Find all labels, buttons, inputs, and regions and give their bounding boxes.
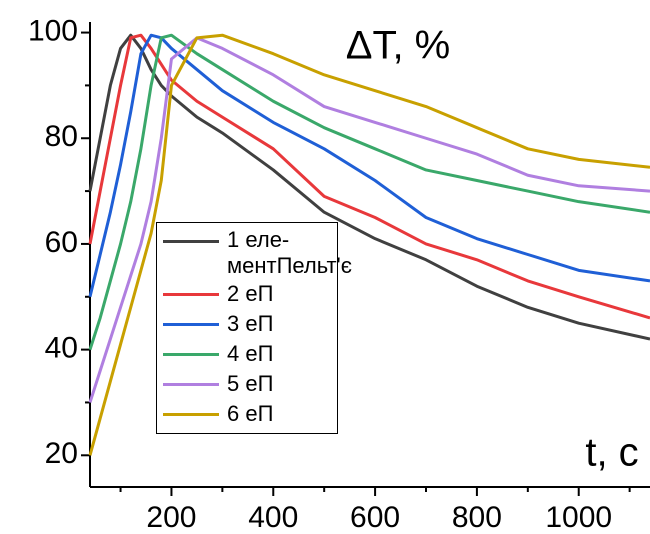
series-line	[88, 33, 650, 298]
series-line	[88, 33, 650, 456]
y-tick-label: 40	[45, 332, 78, 365]
x-tick-label: 600	[350, 501, 400, 534]
legend: 1 еле- ментПельт'є 2 еП 3 еП 4 еП 5 еП 6 еП	[156, 222, 352, 434]
legend-entry: 5 еП	[157, 369, 337, 399]
legend-label: 1 еле- ментПельт'є	[227, 227, 352, 278]
legend-swatch	[163, 382, 219, 386]
legend-entry: 4 еП	[157, 339, 337, 369]
legend-swatch	[163, 240, 219, 243]
x-tick-label: 400	[248, 501, 298, 534]
y-tick-label: 20	[45, 437, 78, 470]
y-annotation: ΔT, %	[346, 24, 451, 68]
legend-entry: 6 еП	[157, 399, 337, 429]
legend-swatch	[163, 352, 219, 356]
y-tick-label: 80	[45, 120, 78, 153]
legend-label: 6 еП	[227, 401, 274, 426]
legend-label: 4 еП	[227, 341, 274, 366]
legend-label: 3 еП	[227, 311, 274, 336]
x-tick-label: 800	[452, 501, 502, 534]
x-annotation: t, c	[585, 431, 638, 475]
legend-entry: 3 еП	[157, 309, 337, 339]
y-tick-label: 60	[45, 226, 78, 259]
series-line	[88, 33, 650, 320]
legend-entry: 1 еле- ментПельт'є	[157, 227, 352, 279]
legend-entry: 2 еП	[157, 279, 337, 309]
x-tick-label: 200	[146, 501, 196, 534]
y-tick-label: 100	[28, 14, 78, 47]
series-line	[88, 33, 650, 341]
legend-swatch	[163, 412, 219, 416]
legend-swatch	[163, 292, 219, 296]
legend-label: 2 еП	[227, 281, 274, 306]
series-line	[88, 33, 650, 351]
x-tick-label: 1000	[545, 501, 612, 534]
legend-swatch	[163, 322, 219, 326]
legend-label: 5 еП	[227, 371, 274, 396]
